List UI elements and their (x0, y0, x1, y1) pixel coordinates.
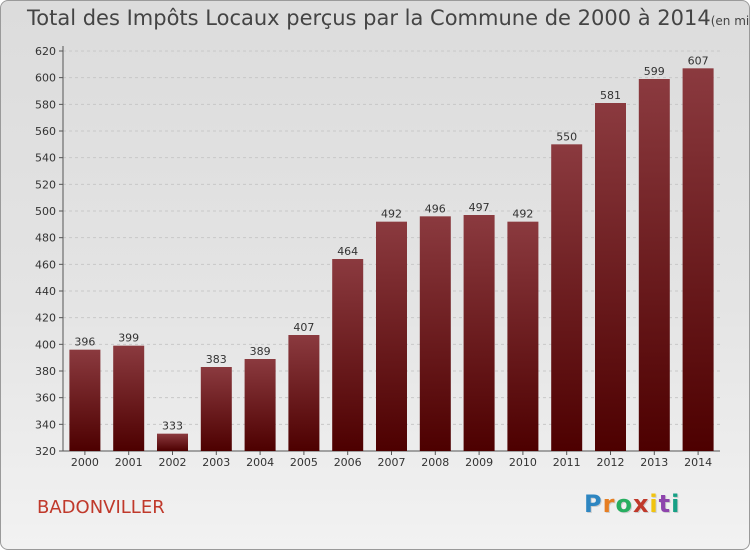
value-label-2000: 396 (74, 336, 95, 349)
y-tick-label-600: 600 (35, 72, 56, 85)
value-label-2008: 496 (425, 202, 446, 215)
y-tick-label-320: 320 (35, 445, 56, 458)
value-label-2001: 399 (118, 332, 139, 345)
y-tick-label-500: 500 (35, 205, 56, 218)
value-label-2013: 599 (644, 65, 665, 78)
value-label-2002: 333 (162, 420, 183, 433)
y-tick-label-480: 480 (35, 232, 56, 245)
x-axis-ticks: 2000 2001 2002 2003 2004 2005 2006 2007 2008 2009… (71, 451, 712, 469)
y-tick-label-340: 340 (35, 418, 56, 431)
y-tick-label-400: 400 (35, 338, 56, 351)
y-tick-label-560: 560 (35, 125, 56, 138)
y-tick-label-540: 540 (35, 152, 56, 165)
x-tick-label-2001: 2001 (115, 456, 143, 469)
bar-2003 (200, 367, 232, 451)
y-tick-label-380: 380 (35, 365, 56, 378)
value-label-2014: 607 (688, 54, 709, 67)
x-tick-label-2011: 2011 (553, 456, 581, 469)
value-label-2009: 497 (469, 201, 490, 214)
x-tick-label-2005: 2005 (290, 456, 318, 469)
x-tick-label-2002: 2002 (159, 456, 187, 469)
logo-letter: o (615, 490, 633, 518)
value-label-2011: 550 (556, 130, 577, 143)
y-axis-ticks: 320 340 360 380 400 420 440 460 480 500 520 540 560 5… (35, 45, 63, 458)
y-tick-label-520: 520 (35, 178, 56, 191)
commune-name: BADONVILLER (37, 497, 165, 518)
bar-2011 (551, 144, 583, 452)
x-tick-label-2007: 2007 (378, 456, 406, 469)
bar-2009 (463, 215, 495, 451)
logo-letter: i (649, 490, 659, 518)
x-tick-label-2014: 2014 (684, 456, 712, 469)
unit-note: (en milliers d'€) (710, 14, 750, 28)
chart-title-text: Total des Impôts Locaux perçus par la Co… (27, 6, 711, 30)
value-label-2005: 407 (293, 321, 314, 334)
logo-letter: i (671, 490, 681, 518)
y-tick-label-620: 620 (35, 45, 56, 58)
value-label-2003: 383 (206, 353, 227, 366)
x-tick-label-2000: 2000 (71, 456, 99, 469)
value-label-2004: 389 (250, 345, 271, 358)
x-tick-label-2012: 2012 (597, 456, 625, 469)
value-label-2007: 492 (381, 208, 402, 221)
y-tick-label-440: 440 (35, 285, 56, 298)
x-tick-label-2008: 2008 (421, 456, 449, 469)
bars: 396 399 333 383 389 407 464 492 496 497 492 550 581 5… (69, 54, 714, 452)
y-tick-label-460: 460 (35, 258, 56, 271)
bar-2000 (69, 349, 101, 451)
bar-2002 (157, 433, 188, 451)
logo-letter: x (632, 490, 650, 518)
value-label-2010: 492 (512, 208, 533, 221)
x-tick-label-2010: 2010 (509, 456, 537, 469)
bar-2007 (376, 221, 407, 451)
logo-letter: t (658, 490, 672, 518)
bar-2010 (507, 221, 539, 451)
logo-letter: r (602, 490, 616, 518)
value-label-2006: 464 (337, 245, 358, 258)
bar-2005 (288, 335, 320, 451)
bar-2014 (682, 68, 714, 451)
bar-2012 (595, 103, 626, 451)
chart-title: Total des Impôts Locaux perçus par la Co… (27, 6, 750, 30)
x-tick-label-2006: 2006 (334, 456, 362, 469)
x-tick-label-2013: 2013 (640, 456, 668, 469)
x-tick-label-2009: 2009 (465, 456, 493, 469)
value-label-2012: 581 (600, 89, 621, 102)
bar-2004 (244, 359, 276, 451)
y-tick-label-580: 580 (35, 98, 56, 111)
bar-2001 (113, 345, 145, 451)
y-tick-label-420: 420 (35, 312, 56, 325)
x-tick-label-2003: 2003 (202, 456, 230, 469)
x-tick-label-2004: 2004 (246, 456, 274, 469)
bar-2013 (638, 79, 670, 451)
logo-letter: P (584, 490, 603, 518)
proxiti-logo: Proxiti (584, 490, 680, 518)
bar-2006 (332, 259, 364, 451)
y-tick-label-360: 360 (35, 392, 56, 405)
bar-2008 (419, 216, 451, 451)
